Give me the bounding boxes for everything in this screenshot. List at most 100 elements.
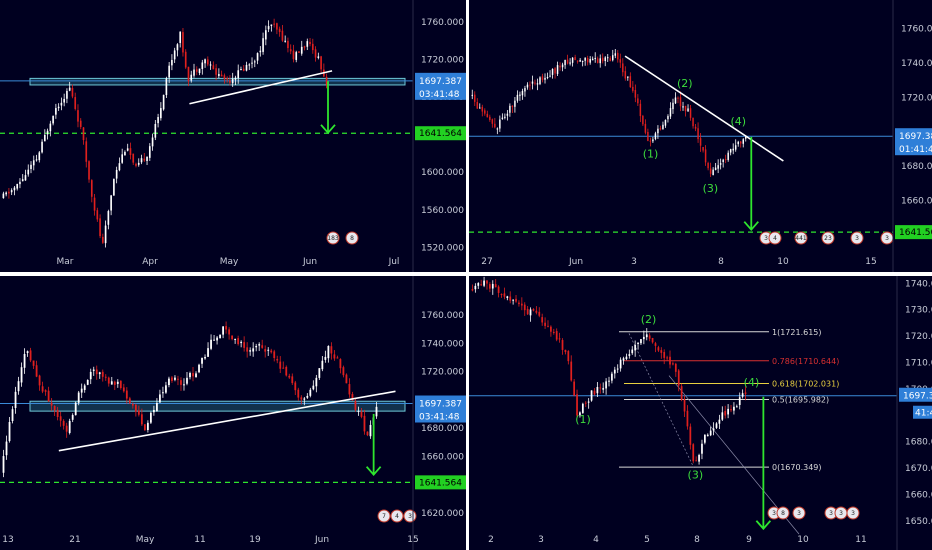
x-tick-label: 3: [538, 535, 544, 545]
candle-body: [309, 41, 311, 45]
candle-body: [10, 190, 13, 193]
candle-body: [645, 334, 648, 338]
candle-body: [294, 382, 297, 391]
candle-body: [135, 163, 137, 166]
chart-pane-top-right[interactable]: (1)(2)(3)(4)3444123331760.0001740.000172…: [469, 0, 932, 272]
candle-body: [220, 74, 223, 77]
candle-body: [536, 83, 539, 85]
support-price-tag: [895, 225, 932, 240]
candle-body: [198, 68, 201, 74]
candle-body: [79, 120, 82, 127]
candle-body: [21, 179, 24, 182]
candle-body: [737, 141, 739, 145]
bearish-arrow-head: [365, 466, 382, 477]
candle-body: [264, 349, 267, 352]
event-icon-count: 183: [327, 235, 339, 242]
y-tick-label: 1560.000: [421, 206, 464, 216]
candle-body: [74, 97, 77, 109]
candle-body: [721, 412, 724, 420]
x-tick-label: 15: [865, 257, 876, 267]
candle-body: [509, 105, 511, 113]
support-price-value: 1641.564: [419, 478, 462, 488]
candle-body: [2, 193, 5, 199]
pane-divider-horizontal[interactable]: [0, 272, 932, 276]
candle-body: [608, 380, 610, 382]
candle-body: [584, 402, 587, 404]
candle-body: [174, 377, 176, 380]
candle-body: [649, 140, 652, 142]
chart-pane-top-left[interactable]: 18381760.0001720.0001680.0001640.0001600…: [0, 0, 466, 272]
candle-body: [8, 422, 11, 442]
candle-body: [41, 386, 44, 392]
last-price-value: 1697.387: [419, 77, 462, 87]
wave-label: (4): [744, 376, 760, 389]
candle-body: [679, 97, 682, 107]
candle-body: [571, 57, 574, 63]
candle-body: [159, 394, 161, 403]
candle-body: [624, 71, 627, 79]
x-tick-label: Jun: [314, 535, 329, 545]
candle-body: [321, 360, 324, 370]
candle-body: [515, 298, 517, 302]
x-tick-label: Apr: [142, 257, 158, 267]
candle-body: [689, 426, 692, 445]
candle-body: [146, 156, 148, 162]
event-icon-count: 3: [839, 510, 843, 517]
candle-body: [724, 159, 727, 161]
candle-body: [143, 424, 146, 431]
wave-label: (4): [730, 115, 746, 128]
candle-body: [360, 411, 363, 417]
candle-body: [284, 40, 287, 42]
event-icon-count: 3: [885, 235, 889, 242]
y-tick-label: 1710.000: [905, 358, 932, 368]
candle-body: [195, 373, 197, 378]
candle-body: [273, 351, 276, 359]
candle-body: [342, 367, 345, 376]
candle-body: [491, 283, 494, 289]
candle-body: [17, 381, 20, 392]
candle-body: [182, 32, 184, 53]
candle-body: [558, 338, 561, 340]
x-tick-label: 4: [593, 535, 599, 545]
candle-body: [115, 169, 118, 179]
candle-body: [168, 65, 170, 78]
candle-body: [611, 373, 613, 381]
candle-body: [602, 388, 605, 390]
candle-body: [499, 119, 501, 129]
event-icon: [792, 506, 806, 520]
candle-body: [125, 390, 128, 399]
candle-body: [369, 424, 372, 437]
candle-body: [24, 175, 27, 181]
candle-body: [366, 431, 369, 436]
chart-pane-bottom-right[interactable]: 1(1721.615) 0.786(1710.644) 0.618(1702.031…: [469, 276, 932, 550]
candle-body: [586, 58, 589, 63]
candle-body: [121, 154, 124, 163]
candle-body: [744, 392, 747, 394]
candle-body: [49, 123, 52, 132]
candle-body: [709, 168, 712, 174]
candle-body: [614, 53, 617, 56]
candle-body: [128, 398, 131, 404]
y-tick-label: 1650.000: [905, 517, 932, 527]
candle-body: [698, 454, 700, 462]
candle-body: [151, 137, 154, 147]
candle-body: [629, 76, 632, 88]
last-price-tag: [415, 72, 466, 100]
bar-countdown: 03:41:48: [419, 90, 460, 100]
candle-body: [242, 68, 245, 71]
candle-body: [733, 406, 735, 411]
candle-body: [692, 117, 694, 127]
candle-body: [481, 106, 484, 112]
candle-body: [677, 370, 680, 386]
candle-body: [581, 60, 584, 62]
candle-body: [486, 113, 489, 118]
candle-body: [186, 377, 188, 384]
candle-body: [153, 409, 155, 413]
x-tick-label: 11: [194, 535, 205, 545]
candle-body: [336, 357, 339, 359]
candle-body: [295, 52, 298, 60]
candle-body: [171, 377, 173, 381]
candle-body: [68, 420, 71, 433]
chart-pane-bottom-left[interactable]: 7 4 3 1760.000 1740.000 1720.000 1680.000 1660.…: [0, 276, 466, 550]
candle-body: [216, 337, 218, 341]
